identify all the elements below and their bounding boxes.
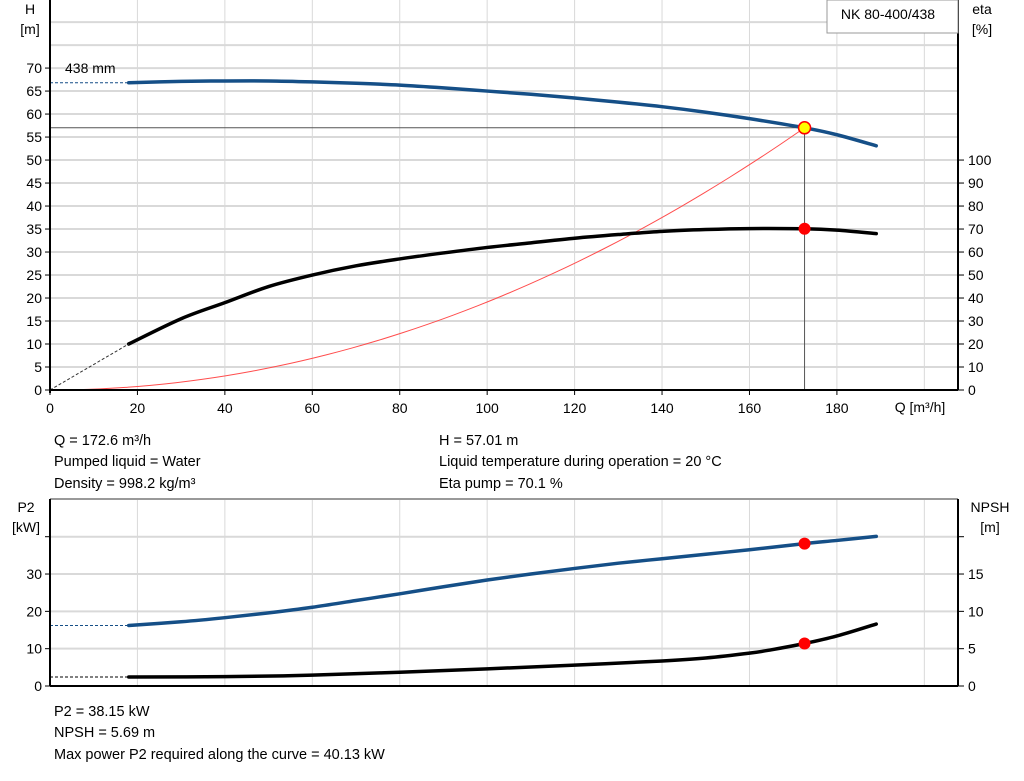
p2-tick-label: 30 (26, 566, 42, 582)
pump-model-box: NK 80-400/438 (826, 0, 959, 34)
x-tick-label: 120 (563, 400, 587, 416)
efficiency-curve (126, 226, 878, 346)
tick-labels: 0 20 40 60 80 100 120 140 160 1800510152025303540… (26, 60, 991, 694)
eta-tick-label: 20 (968, 336, 984, 352)
h-tick-label: 25 (26, 267, 42, 283)
curves (49, 79, 878, 679)
eta-tick-label: 40 (968, 290, 984, 306)
x-tick-label: 0 (46, 400, 54, 416)
x-tick-label: 180 (825, 400, 849, 416)
h-tick-label: 15 (26, 313, 42, 329)
x-tick-label: 140 (650, 400, 674, 416)
duty-point-eta-marker (798, 222, 811, 235)
x-tick-label: 20 (130, 400, 146, 416)
eta-tick-label: 60 (968, 244, 984, 260)
p2-axis-unit: [kW] (12, 519, 40, 535)
info-bottom: P2 = 38.15 kW NPSH = 5.69 m Max power P2… (54, 704, 385, 763)
npsh-tick-label: 5 (968, 641, 976, 657)
h-tick-label: 45 (26, 175, 42, 191)
h-tick-label: 65 (26, 83, 42, 99)
bottom-chart-grid (50, 499, 958, 686)
top-chart-grid (50, 0, 958, 390)
x-tick-label: 40 (217, 400, 233, 416)
h-tick-label: 70 (26, 60, 42, 76)
duty-point-p2-marker (798, 537, 811, 550)
p2-tick-label: 0 (34, 678, 42, 694)
duty-point-head-marker (797, 121, 812, 135)
npsh-axis-unit: [m] (980, 519, 999, 535)
eta-axis-label: eta (972, 1, 992, 17)
p2-tick-label: 10 (26, 641, 42, 657)
npsh-curve (126, 622, 878, 679)
h-axis-label: H (25, 1, 35, 17)
info-max-power: Max power P2 required along the curve = … (54, 747, 385, 763)
info-top: Q = 172.6 m³/h Pumped liquid = Water Den… (54, 433, 722, 492)
h-tick-label: 55 (26, 129, 42, 145)
h-tick-label: 20 (26, 290, 42, 306)
p2-tick-label: 20 (26, 603, 42, 619)
eta-tick-label: 10 (968, 359, 984, 375)
h-tick-label: 60 (26, 106, 42, 122)
h-tick-label: 40 (26, 198, 42, 214)
eta-tick-label: 100 (968, 152, 992, 168)
h-tick-label: 30 (26, 244, 42, 260)
info-liquid: Pumped liquid = Water (54, 454, 201, 470)
info-density: Density = 998.2 kg/m³ (54, 476, 196, 492)
h-tick-label: 0 (34, 382, 42, 398)
x-tick-label: 60 (305, 400, 321, 416)
npsh-tick-label: 10 (968, 603, 984, 619)
x-tick-label: 80 (392, 400, 408, 416)
eta-tick-label: 50 (968, 267, 984, 283)
q-axis-label: Q [m³/h] (895, 399, 946, 415)
duty-point-npsh-marker (798, 637, 811, 650)
axes (45, 0, 964, 687)
h-tick-label: 35 (26, 221, 42, 237)
eta-tick-label: 90 (968, 175, 984, 191)
info-eta: Eta pump = 70.1 % (439, 476, 563, 492)
info-p2: P2 = 38.15 kW (54, 704, 150, 720)
axis-labels: H [m] eta [%] Q [m³/h] P2 [kW] NPSH [m] … (12, 1, 1009, 535)
info-q: Q = 172.6 m³/h (54, 433, 151, 449)
info-temperature: Liquid temperature during operation = 20… (439, 454, 722, 470)
x-tick-label: 100 (475, 400, 499, 416)
system-curve (49, 127, 805, 391)
h-tick-label: 5 (34, 359, 42, 375)
info-h: H = 57.01 m (439, 433, 518, 449)
efficiency-curve-extrapolation (49, 343, 129, 391)
npsh-axis-label: NPSH (971, 499, 1010, 515)
h-tick-label: 50 (26, 152, 42, 168)
p2-curve (126, 534, 878, 628)
h-tick-label: 10 (26, 336, 42, 352)
impeller-diameter-label: 438 mm (65, 60, 116, 76)
pump-model-label: NK 80-400/438 (841, 6, 935, 22)
p2-axis-label: P2 (17, 499, 34, 515)
npsh-tick-label: 0 (968, 678, 976, 694)
eta-tick-label: 70 (968, 221, 984, 237)
eta-tick-label: 0 (968, 382, 976, 398)
h-axis-unit: [m] (20, 21, 39, 37)
head-curve (126, 79, 878, 148)
eta-tick-label: 30 (968, 313, 984, 329)
x-tick-label: 160 (738, 400, 762, 416)
npsh-tick-label: 15 (968, 566, 984, 582)
eta-axis-unit: [%] (972, 21, 992, 37)
eta-tick-label: 80 (968, 198, 984, 214)
info-npsh: NPSH = 5.69 m (54, 725, 155, 741)
